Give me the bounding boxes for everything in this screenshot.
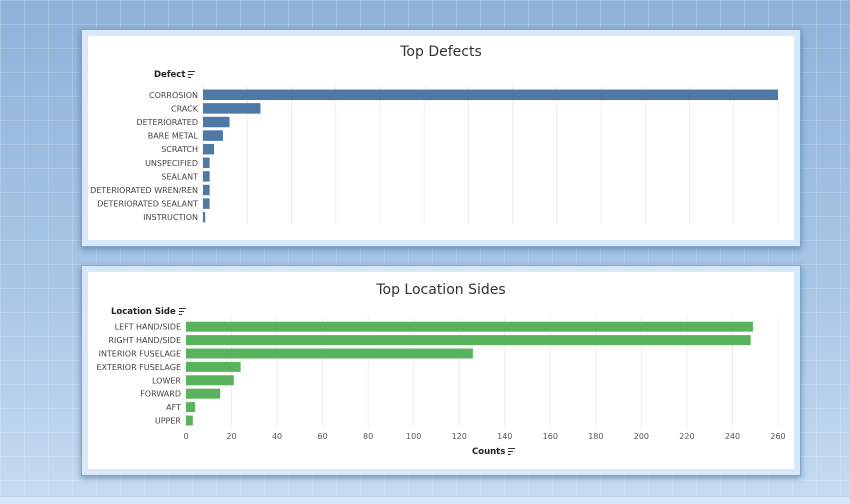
- top-location-sides-chart-area: Top Location Sides Location Side Counts …: [89, 273, 793, 468]
- x-axis-title-text: Counts: [472, 447, 506, 457]
- bar: [186, 415, 193, 426]
- top-defects-chart-area: Top Defects Defect CORROSION CRACK DETERIO…: [89, 37, 793, 239]
- x-tick-label: 180: [588, 432, 603, 441]
- bar: [203, 184, 210, 196]
- category-label: BARE METAL: [148, 132, 199, 141]
- y-axis-title-text: Defect: [154, 70, 186, 80]
- category-label: UPPER: [155, 417, 182, 426]
- y-axis-title: Location Side: [111, 307, 186, 317]
- category-label: LOWER: [152, 376, 181, 385]
- category-label: SCRATCH: [161, 145, 198, 154]
- category-label: DETERIORATED SEALANT: [97, 200, 198, 209]
- bar: [186, 321, 753, 332]
- x-tick-label: 40: [272, 432, 282, 441]
- x-tick-label: 220: [679, 432, 694, 441]
- bar: [203, 198, 210, 209]
- top-location-sides-svg: LEFT HAND/SIDE RIGHT HAND/SIDE INTERIOR FU…: [97, 317, 786, 441]
- bar: [186, 361, 241, 372]
- bottom-strip: [0, 496, 850, 504]
- x-tick-label: 240: [725, 432, 740, 441]
- x-tick-label: 60: [318, 432, 328, 441]
- bar: [203, 211, 206, 223]
- bar: [203, 171, 210, 182]
- sort-icon[interactable]: [188, 71, 196, 78]
- y-axis-title-text: Location Side: [111, 307, 176, 317]
- x-tick-label: 20: [226, 432, 236, 441]
- x-tick-label: 100: [406, 432, 421, 441]
- chart-title: Top Location Sides: [376, 282, 506, 298]
- x-tick-label: 260: [770, 432, 785, 441]
- x-tick-label: 160: [543, 432, 558, 441]
- x-tick-label: 80: [363, 432, 373, 441]
- category-label: SEALANT: [161, 172, 198, 181]
- top-defects-svg: CORROSION CRACK DETERIORATED BARE METAL SCRA…: [90, 85, 779, 224]
- x-tick-label: 200: [634, 432, 649, 441]
- category-label: LEFT HAND/SIDE: [115, 323, 181, 332]
- bar: [203, 116, 230, 128]
- x-tick-label: 140: [497, 432, 512, 441]
- bar: [203, 143, 215, 155]
- top-defects-panel: Top Defects Defect CORROSION CRACK DETERIO…: [81, 29, 801, 247]
- bar: [186, 402, 196, 413]
- category-label: CRACK: [171, 104, 199, 113]
- y-axis-title: Defect: [154, 70, 196, 80]
- bar: [203, 103, 261, 114]
- category-label: RIGHT HAND/SIDE: [108, 336, 181, 345]
- bar: [186, 388, 221, 399]
- x-axis-title: Counts: [472, 447, 516, 457]
- category-label: INTERIOR FUSELAGE: [99, 350, 181, 359]
- x-tick-label: 0: [183, 432, 188, 441]
- category-label: UNSPECIFIED: [145, 159, 198, 168]
- bar: [203, 157, 210, 169]
- bar: [203, 130, 223, 141]
- x-tick-label: 120: [452, 432, 467, 441]
- category-label: CORROSION: [149, 91, 198, 100]
- bar: [186, 348, 473, 359]
- category-label: EXTERIOR FUSELAGE: [97, 363, 181, 372]
- category-label: AFT: [166, 403, 181, 412]
- sort-icon[interactable]: [178, 308, 186, 315]
- bar: [186, 335, 751, 346]
- bar: [203, 89, 778, 101]
- bar: [186, 375, 234, 386]
- sort-icon[interactable]: [508, 448, 516, 455]
- category-label: DETERIORATED: [136, 118, 198, 127]
- top-location-sides-panel: Top Location Sides Location Side Counts …: [81, 265, 801, 476]
- category-label: INSTRUCTION: [143, 213, 198, 222]
- chart-title: Top Defects: [400, 44, 482, 60]
- category-label: FORWARD: [140, 390, 181, 399]
- category-label: DETERIORATED WREN/REN: [90, 186, 198, 195]
